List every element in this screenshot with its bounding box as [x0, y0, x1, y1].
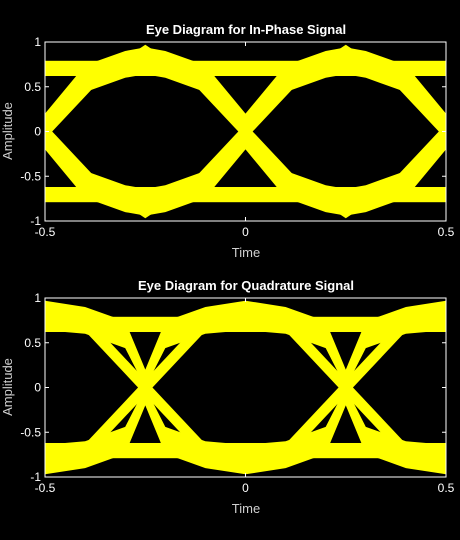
y-tick-label: 1 — [34, 35, 41, 49]
peak-trace — [45, 300, 70, 317]
x-tick-label: 0 — [242, 225, 249, 239]
transition-trace — [85, 332, 205, 443]
eye-band-upper — [45, 300, 446, 388]
y-tick-label: 1 — [34, 291, 41, 305]
peak-trace — [45, 458, 70, 475]
peak-trace — [121, 202, 170, 219]
y-tick-label: -0.5 — [20, 169, 41, 183]
transition-trace — [286, 332, 406, 443]
y-axis-label: Amplitude — [0, 358, 15, 416]
x-tick-label: -0.5 — [35, 225, 56, 239]
peak-trace — [221, 458, 270, 475]
peak-trace — [321, 202, 370, 219]
eye-diagram-inphase-axes: Eye Diagram for In-Phase Signal -0.5 0 0.5… — [0, 22, 455, 260]
y-tick-label: 0 — [34, 125, 41, 139]
chart-title: Eye Diagram for In-Phase Signal — [146, 22, 346, 37]
x-tick-label: 0.5 — [438, 481, 455, 495]
x-axis-label: Time — [232, 501, 260, 516]
y-tick-label: 0 — [34, 381, 41, 395]
y-tick-label: -1 — [30, 214, 41, 228]
y-tick-label: 0.5 — [24, 80, 41, 94]
peak-trace — [321, 44, 370, 61]
trace-group — [45, 300, 446, 475]
y-tick-label: -1 — [30, 470, 41, 484]
x-tick-label: -0.5 — [35, 481, 56, 495]
eye-band-lower — [45, 131, 446, 216]
y-tick-label: -0.5 — [20, 425, 41, 439]
peak-trace — [121, 44, 170, 61]
plot-area — [44, 297, 447, 478]
chart-title: Eye Diagram for Quadrature Signal — [138, 278, 354, 293]
x-tick-label: 0 — [242, 481, 249, 495]
transition-trace — [386, 76, 446, 140]
eye-band-upper — [45, 47, 446, 132]
transition-trace — [45, 123, 105, 187]
transition-trace — [45, 76, 105, 140]
peak-trace — [421, 300, 446, 317]
tick-marks: -0.5 0 0.510.50-0.5-1 — [20, 35, 454, 239]
plot-area — [44, 41, 447, 222]
x-tick-label: 0.5 — [438, 225, 455, 239]
peak-trace — [421, 458, 446, 475]
x-axis-label: Time — [232, 245, 260, 260]
transition-trace — [186, 76, 305, 187]
tick-marks: -0.5 0 0.510.50-0.5-1 — [20, 291, 454, 495]
transition-trace — [386, 123, 446, 187]
y-axis-label: Amplitude — [0, 102, 15, 160]
trace-group — [45, 44, 446, 219]
peak-trace — [221, 300, 270, 317]
y-tick-label: 0.5 — [24, 336, 41, 350]
eye-diagram-quadrature-axes: Eye Diagram for Quadrature Signal -0.5 0 0… — [0, 278, 455, 516]
eye-band-lower — [45, 387, 446, 475]
